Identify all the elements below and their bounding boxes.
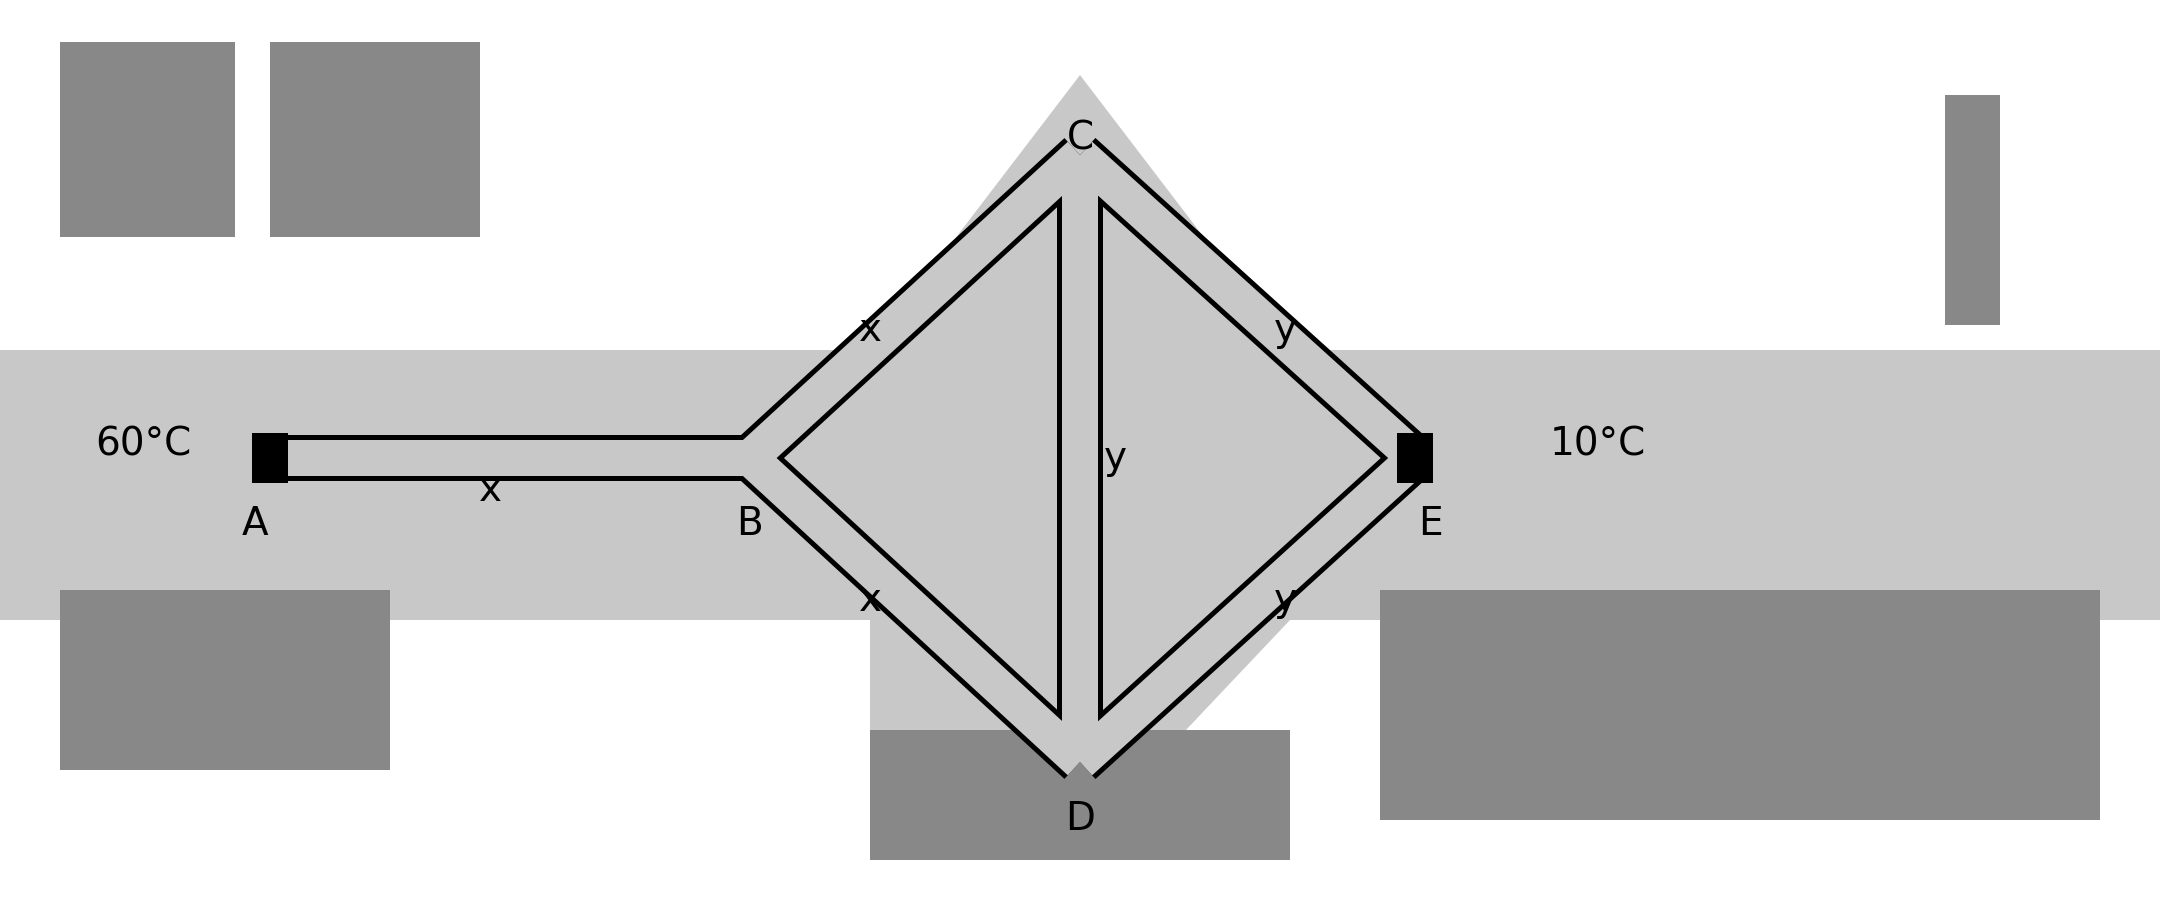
Polygon shape [1065,138,1430,475]
Polygon shape [270,435,750,481]
Bar [253,433,287,483]
Text: B: B [737,505,762,543]
Text: D: D [1065,800,1095,838]
Polygon shape [1063,155,1097,762]
Bar [870,730,1290,860]
Text: 60°C: 60°C [95,426,192,464]
Text: y: y [1274,581,1296,619]
Polygon shape [1067,444,1428,775]
Text: A: A [242,505,268,543]
Text: x: x [480,471,501,509]
Text: y: y [1274,311,1296,349]
Bar [1380,590,2100,820]
Polygon shape [1065,441,1430,779]
Text: x: x [858,581,881,619]
Polygon shape [1056,155,1104,762]
Text: x: x [858,311,881,349]
Polygon shape [270,440,750,476]
Polygon shape [739,142,1093,471]
Polygon shape [739,445,1093,775]
Bar [270,42,480,237]
Polygon shape [734,442,1095,779]
Polygon shape [734,138,1095,474]
Text: E: E [1417,505,1443,543]
Polygon shape [0,75,2160,842]
Bar [1944,95,2000,325]
Bar [60,42,235,237]
Bar [60,590,391,770]
Text: y: y [1104,439,1128,477]
Polygon shape [1067,142,1428,472]
Bar [1398,433,1432,483]
Text: C: C [1067,120,1093,158]
Text: 10°C: 10°C [1551,426,1646,464]
